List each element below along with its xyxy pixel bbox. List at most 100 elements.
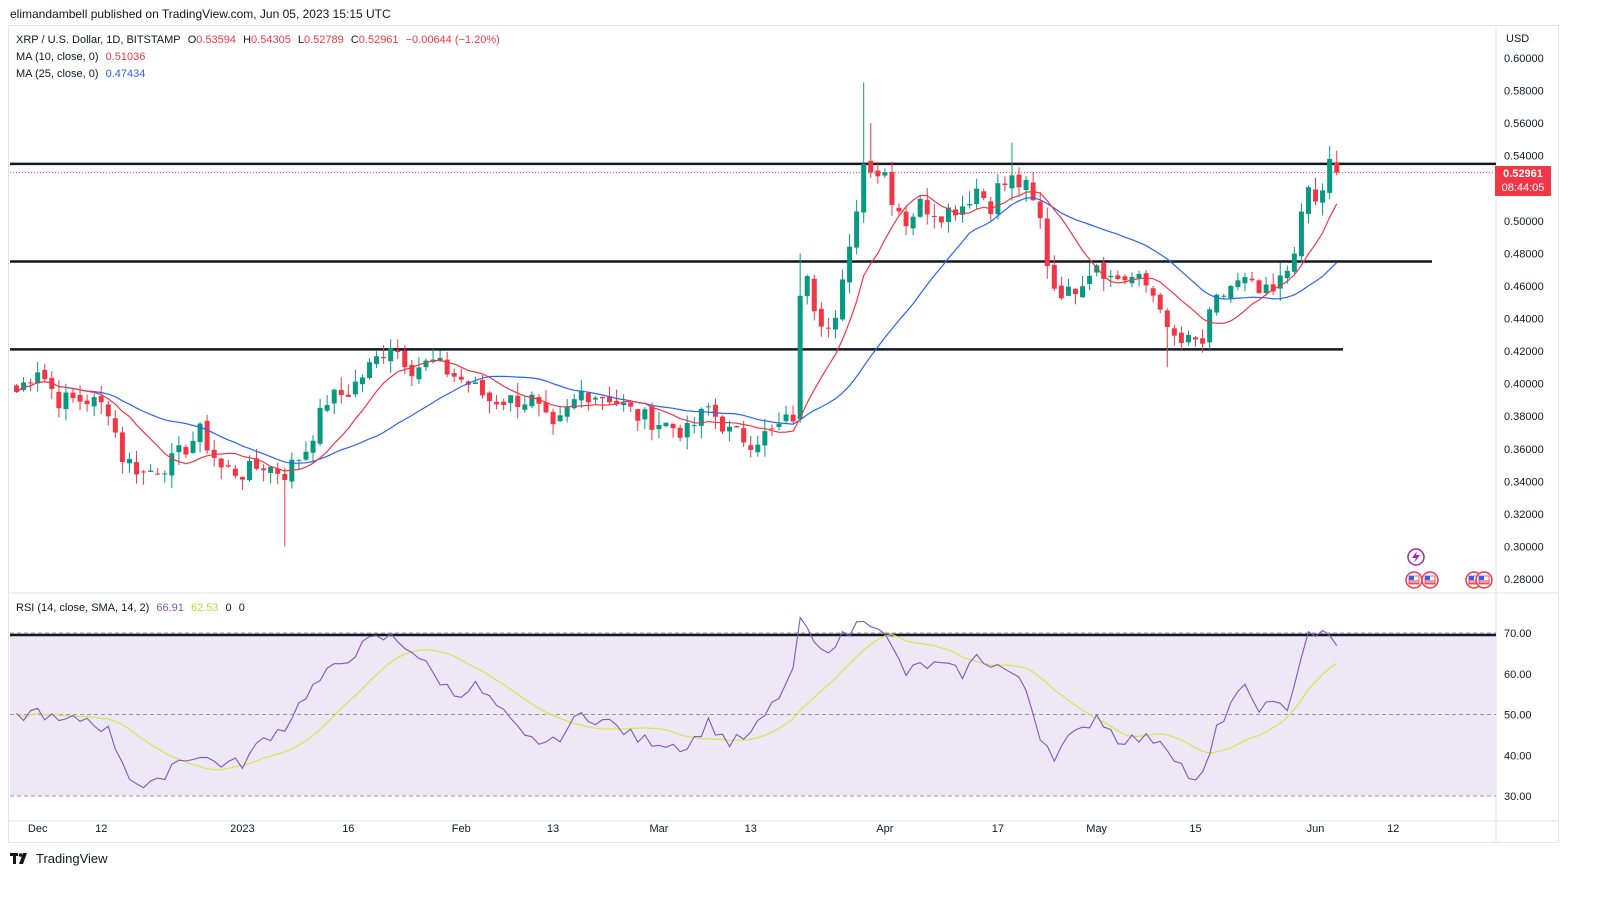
- time-tick-label: 15: [1189, 823, 1201, 835]
- candle-body: [790, 414, 796, 422]
- us-flag-event-icon[interactable]: [1405, 571, 1423, 589]
- open-value: 0.53594: [196, 34, 237, 46]
- candle: [762, 418, 768, 457]
- candle-body: [367, 362, 372, 379]
- candle: [578, 379, 584, 408]
- candle-body: [1185, 334, 1191, 343]
- candle-body: [734, 426, 740, 428]
- candle-body: [1242, 277, 1248, 284]
- candle-body: [1334, 162, 1340, 173]
- price-tick-label: 0.32000: [1504, 509, 1544, 521]
- candle-body: [70, 392, 76, 399]
- candle: [451, 368, 457, 382]
- currency-label: USD: [1506, 33, 1530, 45]
- symbol-label[interactable]: XRP / U.S. Dollar, 1D, BITSTAMP: [16, 34, 181, 46]
- candle: [818, 302, 824, 337]
- candle-body: [698, 408, 704, 426]
- candle: [479, 374, 485, 399]
- candle-body: [444, 359, 450, 375]
- candle: [522, 396, 528, 413]
- candle: [105, 401, 111, 426]
- candle: [981, 188, 987, 201]
- candle: [42, 363, 48, 382]
- candle-body: [423, 360, 429, 368]
- rsi-extra-1: 0: [225, 602, 232, 614]
- candle-body: [296, 459, 302, 461]
- candle: [501, 398, 507, 411]
- candle-body: [451, 373, 457, 377]
- candle-body: [748, 445, 754, 450]
- rsi-sma-line: [16, 633, 1338, 771]
- candle: [487, 391, 493, 414]
- price-axis: 0.28000 0.30000 0.32000 0.34000 0.36000 0.380…: [1504, 53, 1544, 586]
- ma25-label: MA (25, close, 0): [16, 68, 99, 80]
- time-tick-label: 13: [745, 823, 757, 835]
- candle-body: [275, 469, 281, 474]
- candle-body: [585, 392, 591, 403]
- candle-body: [148, 470, 154, 472]
- candle: [741, 420, 747, 447]
- candle: [748, 435, 754, 458]
- candle-body: [1164, 310, 1170, 327]
- candle: [374, 351, 380, 369]
- candle-body: [126, 458, 132, 464]
- candle-body: [938, 216, 944, 223]
- candle-body: [225, 465, 231, 467]
- candle: [119, 426, 125, 474]
- rsi-legend[interactable]: RSI (14, close, SMA, 14, 2) 66.91 62.53 …: [16, 602, 249, 614]
- price-legend: XRP / U.S. Dollar, 1D, BITSTAMP O0.53594…: [16, 34, 504, 46]
- candle: [628, 402, 634, 413]
- price-tick-label: 0.46000: [1504, 281, 1544, 293]
- candle: [112, 410, 118, 438]
- ma25-line: [16, 197, 1338, 464]
- candle: [134, 450, 140, 484]
- rsi-line: [16, 616, 1338, 789]
- candle: [755, 435, 761, 457]
- candle: [515, 382, 521, 419]
- ma10-legend[interactable]: MA (10, close, 0) 0.51036: [16, 51, 149, 63]
- candle-body: [162, 473, 168, 475]
- tradingview-logo[interactable]: TradingView: [10, 851, 108, 866]
- candle: [1270, 273, 1276, 295]
- candle: [35, 361, 41, 392]
- us-flag-event-icon[interactable]: [1475, 571, 1493, 589]
- candle: [825, 317, 831, 338]
- candle-body: [494, 401, 500, 405]
- candle: [345, 384, 351, 397]
- candle-body: [176, 445, 182, 453]
- ma25-legend[interactable]: MA (25, close, 0) 0.47434: [16, 68, 149, 80]
- candle: [621, 394, 627, 412]
- candle: [875, 161, 881, 184]
- candle-body: [1249, 278, 1255, 281]
- rsi-tick-label: 60.00: [1504, 669, 1532, 681]
- candle: [331, 388, 337, 415]
- candle: [21, 377, 27, 392]
- candle-body: [1101, 263, 1107, 279]
- candle-body: [268, 466, 274, 473]
- price-tick-label: 0.36000: [1504, 444, 1544, 456]
- candle-body: [352, 381, 358, 395]
- candle-body: [840, 279, 846, 320]
- candle: [225, 459, 231, 468]
- candle-body: [755, 444, 761, 453]
- candle-body: [797, 295, 803, 420]
- candle-body: [804, 276, 810, 297]
- candle-body: [945, 207, 951, 222]
- candle-body: [1157, 294, 1163, 310]
- candle-body: [1277, 275, 1283, 289]
- candle-body: [479, 379, 485, 396]
- candle: [1037, 191, 1043, 229]
- candle: [832, 310, 838, 339]
- candle: [917, 194, 923, 219]
- us-flag-event-icon[interactable]: [1421, 571, 1439, 589]
- candle-body: [21, 382, 27, 391]
- lightning-event-icon[interactable]: [1407, 548, 1425, 566]
- close-value: 0.52961: [358, 34, 399, 46]
- candle-body: [374, 356, 380, 365]
- candle: [960, 195, 966, 223]
- candle: [465, 380, 471, 393]
- moving-averages: [16, 190, 1338, 472]
- candle: [656, 412, 662, 439]
- candle-body: [56, 391, 62, 409]
